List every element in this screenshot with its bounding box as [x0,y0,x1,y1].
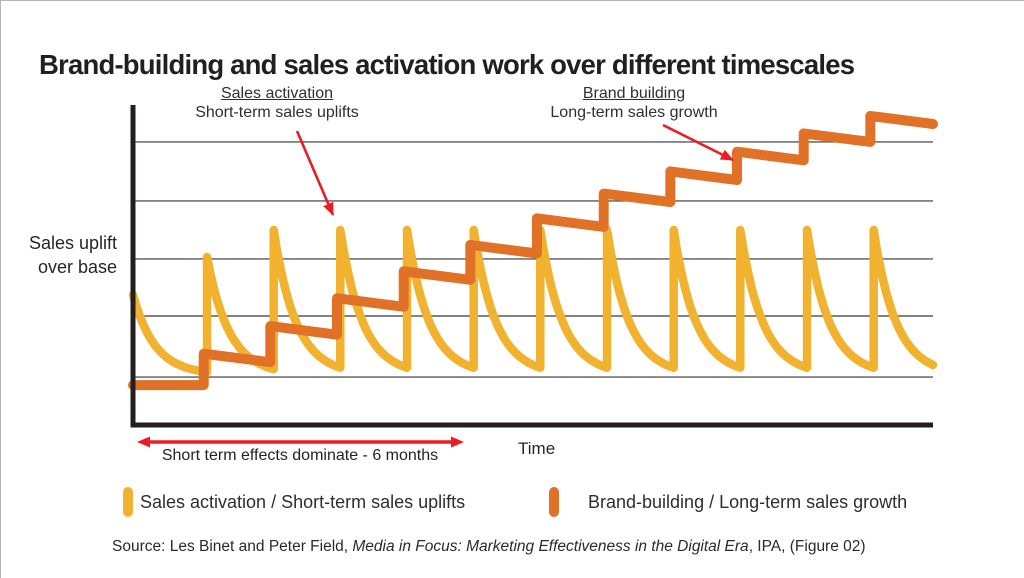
span-arrowhead-left [137,436,150,448]
legend-item-sales-activation: Sales activation / Short-term sales upli… [123,487,465,517]
brand-building-line [128,110,938,391]
source-suffix: , IPA, (Figure 02) [748,538,866,555]
annotation-sales-activation-subtitle: Short-term sales uplifts [195,104,359,121]
legend-item-brand-building: Brand-building / Long-term sales growth [549,487,907,517]
y-axis-label-line1: Sales uplift [28,233,117,253]
span-arrowhead-right [451,436,464,448]
annotation-sales-activation-title: Sales activation [220,85,334,102]
annotation-sales-activation: Sales activation Short-term sales uplift… [157,84,397,122]
short-term-span-label: Short term effects dominate - 6 months [161,447,439,464]
axes [130,105,933,428]
source-citation: Source: Les Binet and Peter Field, Media… [112,538,866,556]
brand-building-arrow [662,123,734,162]
y-axis-label-line2: over base [37,257,117,277]
annotation-brand-building: Brand building Long-term sales growth [514,84,754,122]
page-title: Brand-building and sales activation work… [39,49,855,81]
source-prefix: Source: Les Binet and Peter Field, [112,538,353,555]
sales-activation-arrow [295,130,335,216]
y-axis-label: Sales uplift over base [0,231,117,279]
x-axis-label: Time [518,439,556,458]
legend-label-sales-activation: Sales activation / Short-term sales upli… [140,492,466,512]
legend-label-brand-building: Brand-building / Long-term sales growth [588,492,908,512]
legend-swatch-sales-activation [123,487,133,517]
annotation-brand-building-title: Brand building [582,85,686,102]
annotation-brand-building-subtitle: Long-term sales growth [550,104,718,121]
sales-activation-line [128,225,938,377]
source-book-title: Media in Focus: Marketing Effectiveness … [352,538,749,555]
legend-swatch-brand-building [549,487,559,517]
